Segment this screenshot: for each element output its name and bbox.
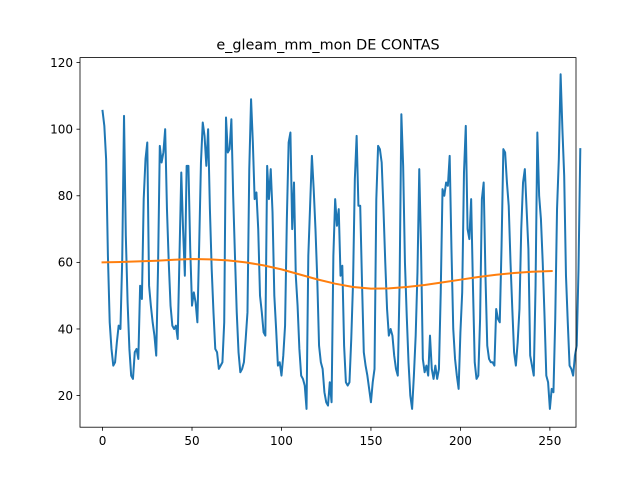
- x-tick-label: 100: [270, 434, 293, 448]
- series-layer: [101, 73, 582, 410]
- y-tick-label: 20: [58, 389, 73, 403]
- x-tick-label: 250: [538, 434, 561, 448]
- chart-title: e_gleam_mm_mon DE CONTAS: [216, 38, 439, 54]
- series-line-0: [101, 73, 582, 410]
- x-tick-label: 150: [359, 434, 382, 448]
- y-tick-label: 60: [58, 256, 73, 270]
- y-tick-label: 40: [58, 322, 73, 336]
- y-axis: 20 40 60 80 100 120: [50, 56, 80, 403]
- y-tick-label: 100: [50, 122, 73, 136]
- y-tick-label: 80: [58, 189, 73, 203]
- x-tick-label: 50: [184, 434, 199, 448]
- series-line-1: [101, 258, 553, 290]
- y-tick-label: 120: [50, 56, 73, 70]
- plot-frame: [79, 57, 577, 428]
- x-tick-label: 0: [99, 434, 107, 448]
- x-axis: 0 50 100 150 200 250: [99, 427, 561, 448]
- x-tick-label: 200: [449, 434, 472, 448]
